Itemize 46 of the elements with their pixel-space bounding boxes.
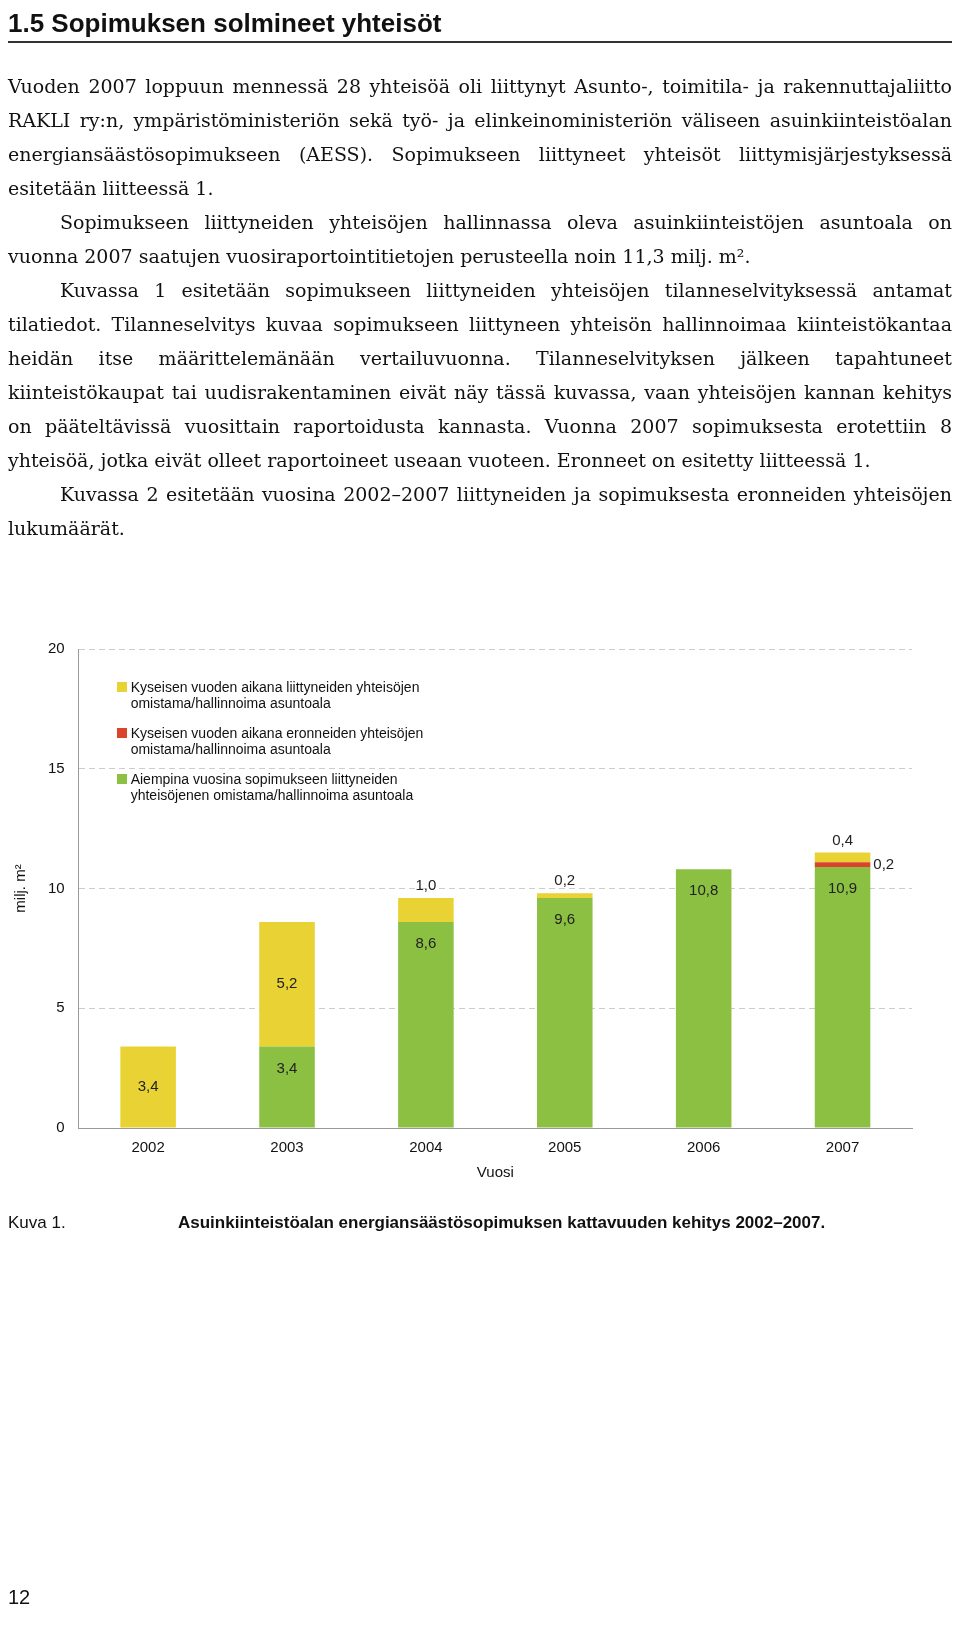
x-tick-label: 2004	[409, 1138, 443, 1156]
legend-label: Aiempina vuosina sopimukseen liittyneiden yhteisöjenen omistama/hallinnoima asuntoala	[130, 771, 415, 803]
bar	[259, 922, 315, 1047]
bar	[398, 922, 454, 1128]
legend-label: Kyseisen vuoden aikana liittyneiden yhteisöjen omistama/hallinnoima asuntoala	[130, 679, 421, 711]
bar	[120, 1046, 176, 1128]
bar	[537, 898, 593, 1128]
chart-title: 1.5 Sopimuksen solmineet yhteisöt	[8, 8, 952, 43]
bar	[398, 898, 454, 923]
legend-label: Kyseisen vuoden aikana eronneiden yhteisöjen omistama/hallinnoima asuntoala	[130, 725, 425, 757]
data-label: 3,4	[276, 1058, 298, 1076]
x-tick-label: 2003	[270, 1138, 304, 1156]
bar	[259, 1046, 315, 1128]
data-label: 0,2	[554, 871, 576, 889]
y-tick-label: 0	[56, 1118, 65, 1136]
text: Sopimukseen liittyneiden yhteisöjen hallinnassa oleva asuinkiinteistöjen asuntoala on vuonna 2007 saatujen vuosiraportointitietojen perusteella noin 11,3 milj. m².	[8, 210, 952, 269]
y-tick-label: 15	[48, 758, 65, 776]
x-tick-label: 2007	[825, 1138, 860, 1156]
bar	[537, 893, 593, 899]
x-tick-label: 2005	[548, 1138, 582, 1156]
text: Kuva 1.	[8, 1212, 67, 1234]
text: Kuvassa 2 esitetään vuosina 2002–2007 liittyneiden ja sopimuksesta eronneiden yhteisöjen lukumäärät.	[8, 482, 952, 541]
x-tick-label: 2002	[131, 1138, 165, 1156]
x-tick-label: 2006	[686, 1138, 721, 1156]
text: 12	[8, 1586, 31, 1609]
data-label: 5,2	[276, 974, 298, 992]
text: Asuinkiinteistöalan energiansäästösopimuksen kattavuuden kehitys 2002–2007.	[178, 1212, 827, 1234]
data-label: 10,9	[827, 879, 858, 897]
y-tick-label: 5	[56, 998, 65, 1016]
bar	[814, 866, 871, 1128]
text: Kuvassa 1 esitetään sopimukseen liittyneiden yhteisöjen tilanneselvityksessä antamat tilatiedot. Tilanneselvitys kuvaa sopimukseen liittyneen yhteisön hallinnoimaa kiinteistökantaa heidän itse määrittelemänään vertailuvuonna. Tilanneselvityksen jälkeen tapahtuneet kiinteistökaupat tai uudisrakentaminen eivät näy tässä kuvassa, vaan yhteisöjen kannan kehitys on pääteltävissä vuosittain raportoidusta kannasta. Vuonna 2007 sopimuksesta erotettiin 8 yhteisöä, jotka eivät olleet raportoineet useaan vuoteen. Eronneet on esitetty liitteessä 1.	[8, 278, 952, 473]
data-label: 10,8	[689, 881, 719, 899]
y-axis-title: milj. m²	[11, 864, 29, 913]
bar	[675, 869, 732, 1128]
data-label: 1,0	[415, 876, 437, 894]
data-label: 8,6	[415, 934, 437, 952]
data-label: 0,2	[873, 854, 895, 872]
text: Vuoden 2007 loppuun mennessä 28 yhteisöä oli liittynyt Asunto-, toimitila- ja rakennuttajaliitto RAKLI ry:n, ympäristöministeriön sekä työ- ja elinkeinoministeriön väliseen asuinkiinteistöalan energiansäästösopimukseen (AESS). Sopimukseen liittyneet yhteisöt liittymisjärjestyksessä esitetään liitteessä 1.	[8, 74, 952, 201]
y-tick-label: 20	[48, 639, 65, 657]
data-label: 0,4	[832, 830, 853, 848]
bar	[814, 862, 871, 867]
x-axis-title: Vuosi	[476, 1163, 514, 1181]
bar	[814, 852, 871, 863]
data-label: 3,4	[137, 1077, 159, 1095]
y-tick-label: 10	[48, 878, 65, 896]
data-label: 9,6	[554, 910, 576, 928]
